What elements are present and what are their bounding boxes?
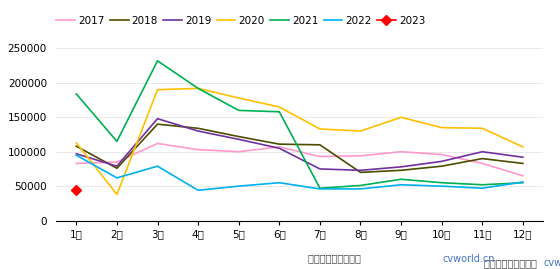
2019 <box>114 165 120 168</box>
Text: cvworld.cn: cvworld.cn <box>442 254 495 264</box>
2017 <box>276 145 283 148</box>
2019 <box>235 138 242 141</box>
2020 <box>114 193 120 196</box>
2018 <box>357 171 364 174</box>
2018 <box>438 165 445 168</box>
2022 <box>154 165 161 168</box>
2018 <box>73 145 80 148</box>
Text: cvworld.cn: cvworld.cn <box>543 259 560 268</box>
2020 <box>276 105 283 109</box>
2021 <box>235 109 242 112</box>
2020 <box>438 126 445 129</box>
2017 <box>520 174 526 178</box>
2021 <box>195 87 202 90</box>
2018 <box>316 143 323 146</box>
2020 <box>520 145 526 148</box>
2022 <box>195 189 202 192</box>
2020 <box>357 129 364 133</box>
2018 <box>520 162 526 165</box>
2021 <box>520 181 526 184</box>
2019 <box>195 129 202 133</box>
2020 <box>316 128 323 131</box>
2019 <box>398 165 404 168</box>
2021 <box>114 140 120 143</box>
2017 <box>235 150 242 153</box>
2017 <box>398 150 404 153</box>
2019 <box>520 155 526 159</box>
2018 <box>114 167 120 170</box>
2022 <box>479 187 486 190</box>
2017 <box>154 142 161 145</box>
2019 <box>73 152 80 155</box>
Line: 2022: 2022 <box>76 155 523 190</box>
Text: 制图：第一商用车网: 制图：第一商用车网 <box>484 259 543 268</box>
2021 <box>398 178 404 181</box>
2021 <box>316 187 323 190</box>
2017 <box>357 154 364 157</box>
2018 <box>479 157 486 160</box>
2021 <box>73 92 80 95</box>
2019 <box>154 117 161 120</box>
2021 <box>479 183 486 186</box>
2018 <box>154 123 161 126</box>
2017 <box>438 153 445 156</box>
2018 <box>398 169 404 172</box>
2022 <box>357 187 364 190</box>
2022 <box>520 180 526 184</box>
Line: 2020: 2020 <box>76 88 523 194</box>
2018 <box>276 143 283 146</box>
2017 <box>479 162 486 165</box>
2017 <box>316 155 323 158</box>
2022 <box>114 176 120 179</box>
2019 <box>316 167 323 171</box>
2020 <box>195 87 202 90</box>
2020 <box>154 88 161 91</box>
Line: 2017: 2017 <box>76 143 523 176</box>
2021 <box>357 184 364 187</box>
2022 <box>398 183 404 186</box>
2019 <box>479 150 486 153</box>
2019 <box>276 147 283 150</box>
2018 <box>195 127 202 130</box>
2020 <box>398 116 404 119</box>
Line: 2018: 2018 <box>76 124 523 172</box>
Text: 制图：第一商用车网: 制图：第一商用车网 <box>308 254 367 264</box>
2022 <box>235 185 242 188</box>
Line: 2019: 2019 <box>76 119 523 170</box>
2018 <box>235 135 242 138</box>
2020 <box>235 96 242 100</box>
2021 <box>276 110 283 114</box>
Line: 2021: 2021 <box>76 61 523 188</box>
2020 <box>73 141 80 144</box>
2022 <box>438 185 445 188</box>
2017 <box>114 160 120 164</box>
2022 <box>73 154 80 157</box>
2017 <box>73 162 80 165</box>
2019 <box>438 160 445 163</box>
2022 <box>316 187 323 190</box>
2020 <box>479 127 486 130</box>
2021 <box>154 59 161 62</box>
2019 <box>357 169 364 172</box>
2021 <box>438 181 445 184</box>
2022 <box>276 181 283 184</box>
Legend: 2017, 2018, 2019, 2020, 2021, 2022, 2023: 2017, 2018, 2019, 2020, 2021, 2022, 2023 <box>57 16 425 26</box>
2017 <box>195 148 202 151</box>
